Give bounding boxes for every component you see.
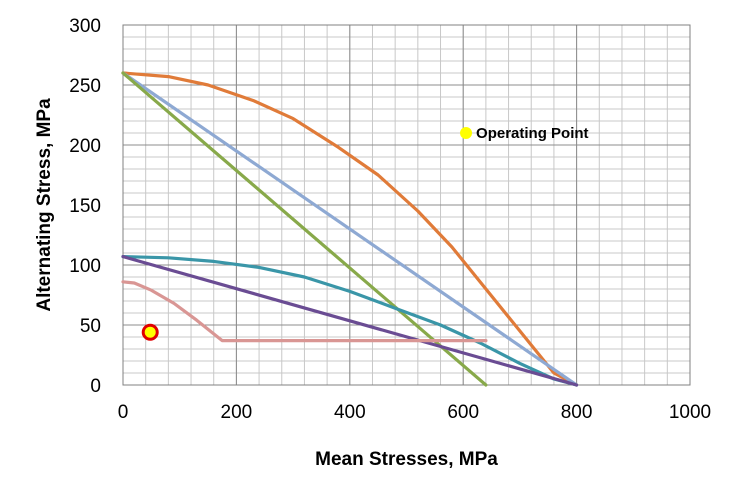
points-layer: Operating Point [141,125,589,341]
y-tick-label: 200 [69,136,101,157]
y-tick-label: 250 [69,76,101,97]
y-axis-ticks: 0 50 100 150 200 250 300 [69,16,101,397]
data-point-2 [460,127,473,139]
x-tick-label: 200 [221,402,253,423]
series-line-2 [121,71,579,387]
operating-point-label: Operating Point [476,125,589,142]
series-layer [121,71,579,387]
y-tick-label: 50 [80,316,101,337]
y-axis-title: Alternating Stress, MPa [34,98,55,312]
plot-area-frame [122,24,691,386]
x-tick-label: 1000 [669,402,711,423]
x-axis-title: Mean Stresses, MPa [315,449,498,470]
series-line-5 [121,255,579,387]
y-tick-label: 300 [69,16,101,37]
series-line-4 [121,255,579,387]
series-line-1 [121,71,579,387]
y-tick-label: 150 [69,196,101,217]
x-tick-label: 600 [447,402,479,423]
x-tick-label: 800 [561,402,593,423]
data-point-1 [141,323,159,341]
x-tick-label: 0 [118,402,129,423]
x-tick-label: 400 [334,402,366,423]
series-line-6 [121,280,488,343]
y-tick-label: 0 [90,376,101,397]
series-line-3 [121,71,488,387]
x-axis-ticks: 0 200 400 600 800 1000 [118,402,711,423]
y-tick-label: 100 [69,256,101,277]
